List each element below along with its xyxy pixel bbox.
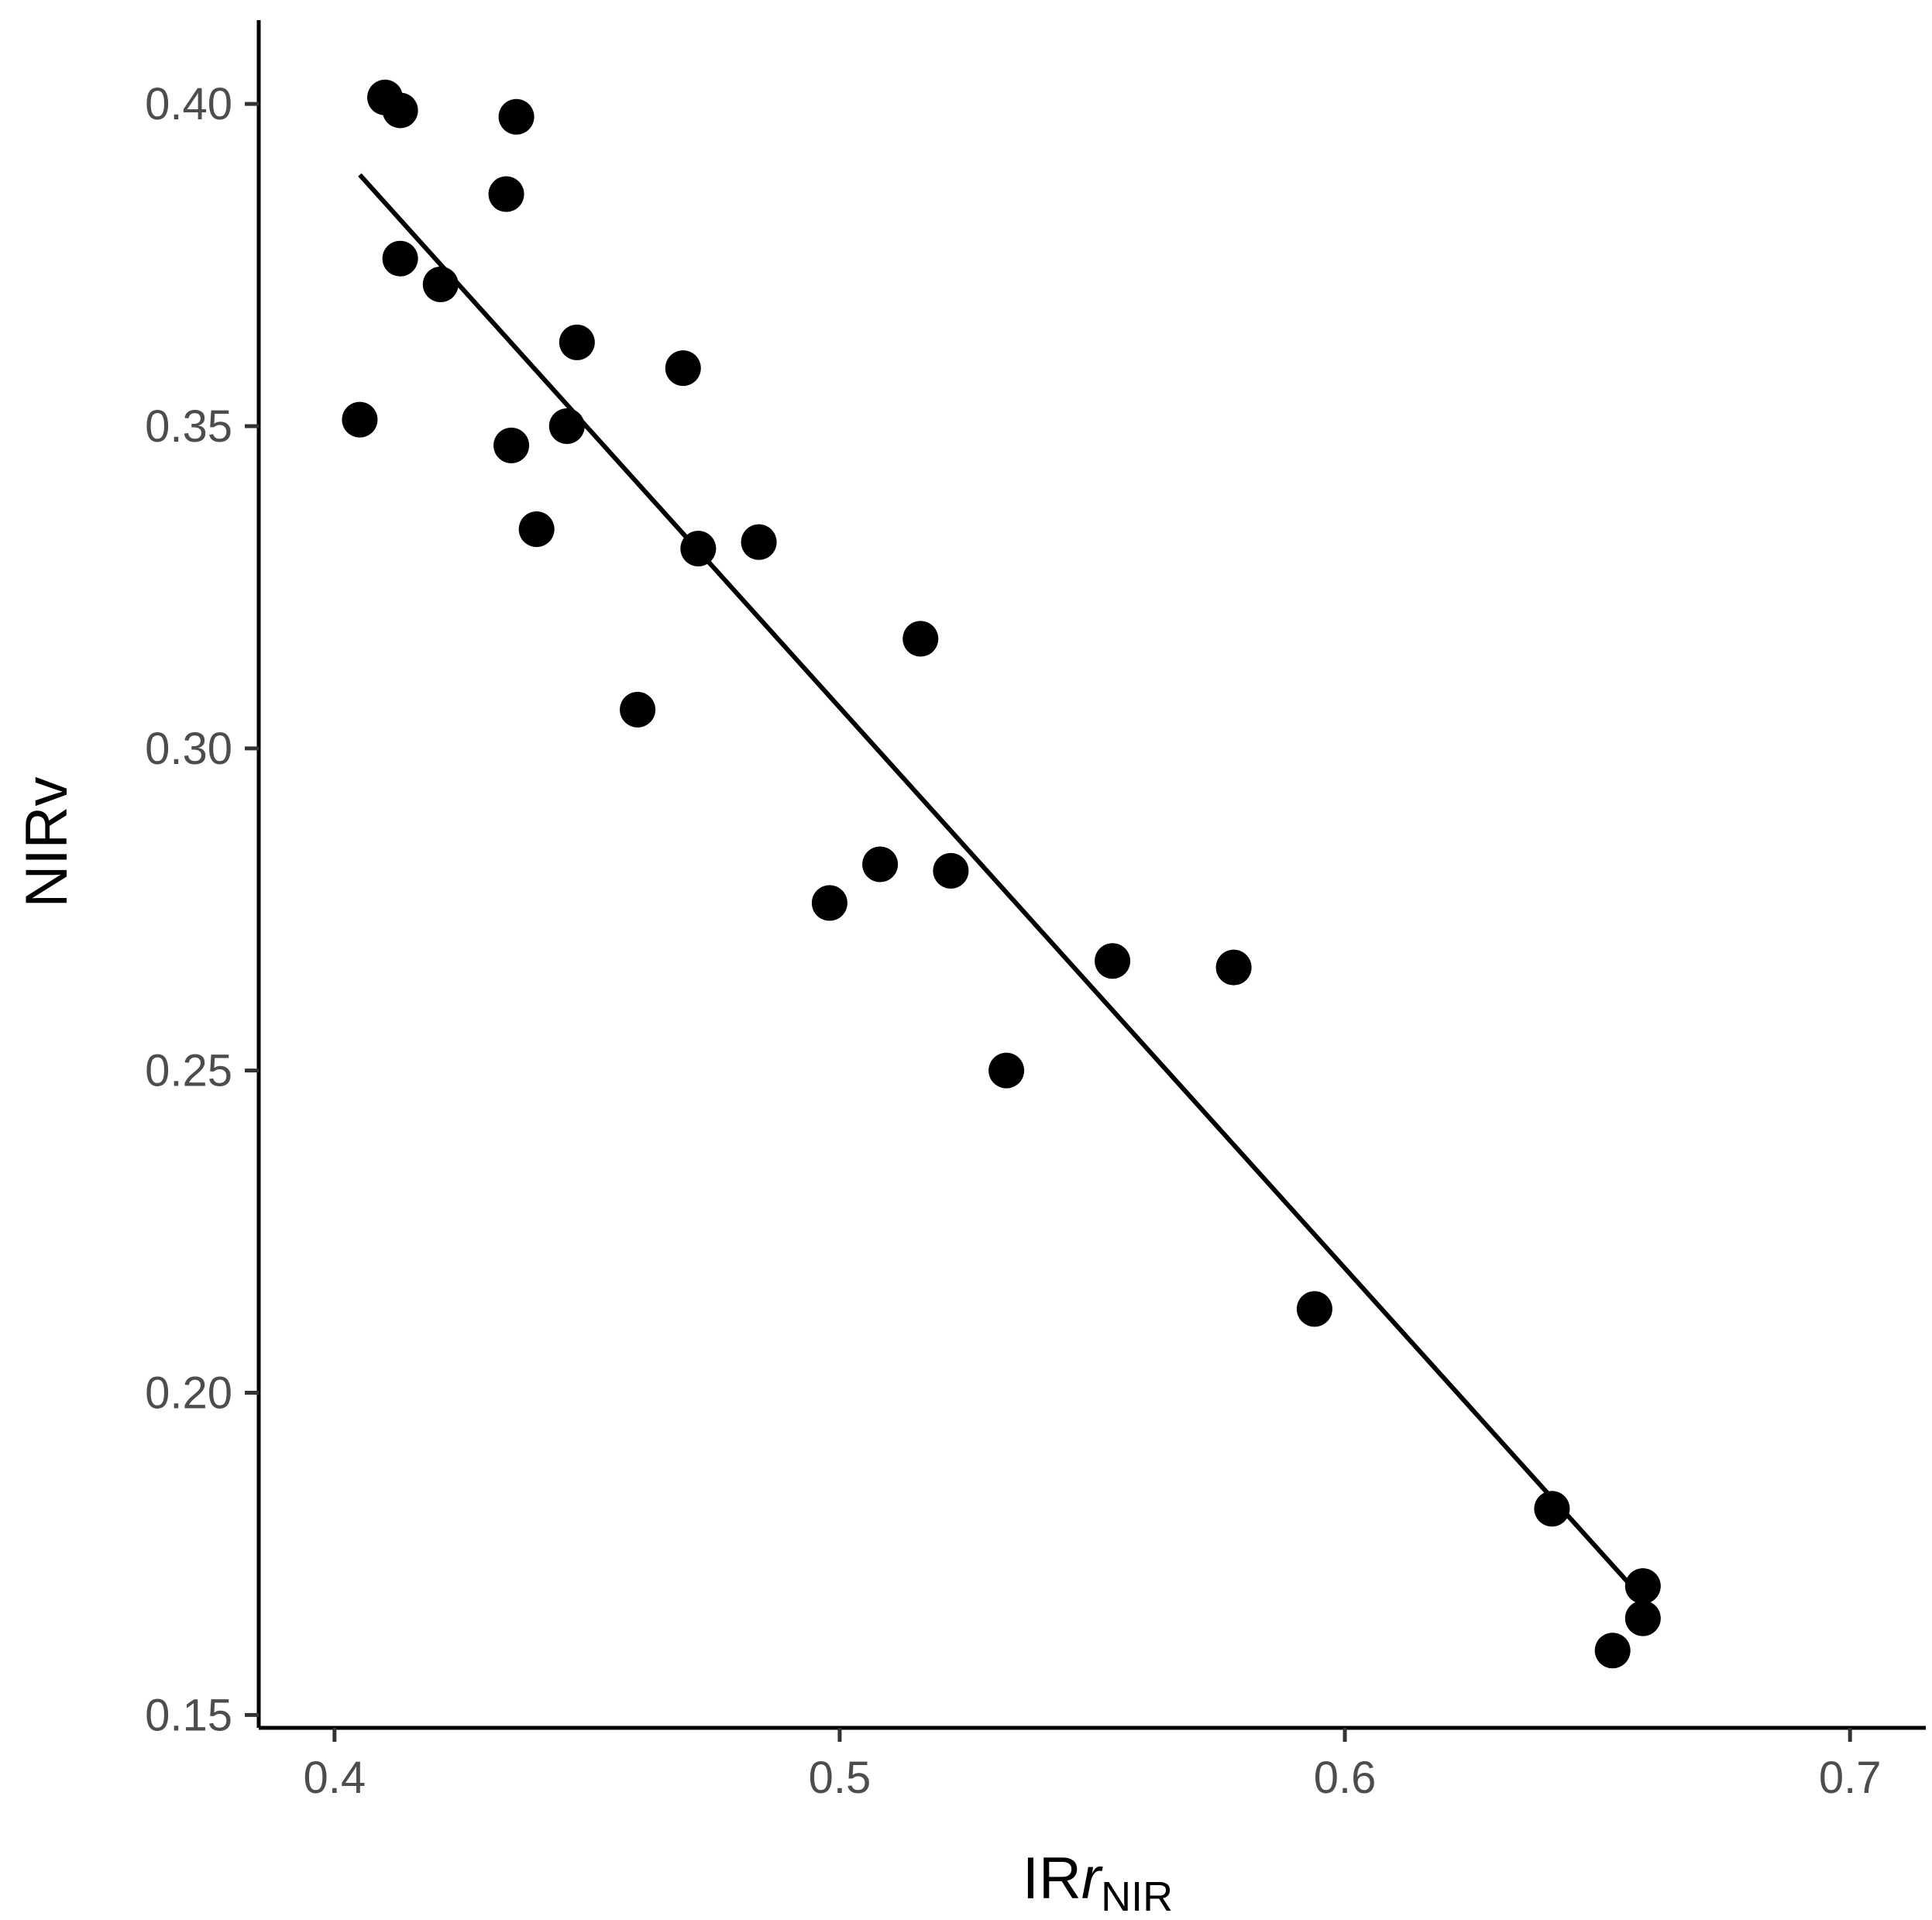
y-axis-ticks: 0.15 0.20 0.25 0.30 0.35 0.40 bbox=[145, 79, 259, 1740]
scatter-point-10 bbox=[559, 324, 595, 360]
scatter-point-4 bbox=[422, 266, 459, 302]
y-tick-label: 0.30 bbox=[145, 724, 232, 774]
x-axis-title-main: IR bbox=[1023, 1846, 1081, 1911]
scatter-point-9 bbox=[548, 408, 585, 444]
scatter-point-21 bbox=[1215, 949, 1252, 986]
y-axis-title: NIRv bbox=[14, 777, 80, 908]
x-tick-label: 0.7 bbox=[1819, 1753, 1882, 1803]
y-tick-label: 0.20 bbox=[145, 1368, 232, 1419]
scatter-point-17 bbox=[862, 846, 899, 883]
scatter-point-25 bbox=[1624, 1568, 1661, 1605]
scatter-point-8 bbox=[518, 511, 555, 548]
scatter-point-5 bbox=[488, 176, 524, 212]
x-axis-title-italic: r bbox=[1081, 1846, 1103, 1911]
scatter-point-20 bbox=[1095, 943, 1131, 979]
x-tick-label: 0.6 bbox=[1314, 1753, 1377, 1803]
scatter-point-3 bbox=[382, 240, 418, 277]
scatter-point-6 bbox=[493, 427, 530, 463]
scatter-point-16 bbox=[811, 885, 847, 921]
x-axis-ticks: 0.4 0.5 0.6 0.7 bbox=[303, 1728, 1882, 1803]
y-tick-label: 0.40 bbox=[145, 79, 232, 129]
scatter-point-11 bbox=[665, 350, 701, 387]
scatter-point-26 bbox=[1624, 1600, 1661, 1636]
y-tick-label: 0.35 bbox=[145, 401, 232, 452]
x-tick-label: 0.4 bbox=[303, 1753, 366, 1803]
plot-marks bbox=[342, 79, 1661, 1669]
y-tick-label: 0.25 bbox=[145, 1046, 232, 1096]
scatter-point-24 bbox=[1594, 1633, 1631, 1669]
scatter-point-23 bbox=[1534, 1491, 1570, 1527]
scatter-point-2 bbox=[382, 92, 418, 129]
scatter-point-22 bbox=[1296, 1291, 1332, 1327]
scatter-point-15 bbox=[902, 621, 939, 657]
scatter-point-12 bbox=[680, 530, 717, 566]
scatter-point-14 bbox=[620, 691, 656, 728]
scatter-point-13 bbox=[741, 524, 777, 560]
scatter-point-0 bbox=[342, 401, 378, 438]
x-axis-title: IRrNIR bbox=[1023, 1846, 1173, 1920]
scatter-point-18 bbox=[933, 852, 969, 889]
scatter-point-7 bbox=[498, 98, 535, 135]
y-tick-label: 0.15 bbox=[145, 1690, 232, 1740]
x-tick-label: 0.5 bbox=[809, 1753, 871, 1803]
scatter-point-19 bbox=[988, 1052, 1025, 1089]
x-axis-title-subscript: NIR bbox=[1101, 1874, 1173, 1920]
